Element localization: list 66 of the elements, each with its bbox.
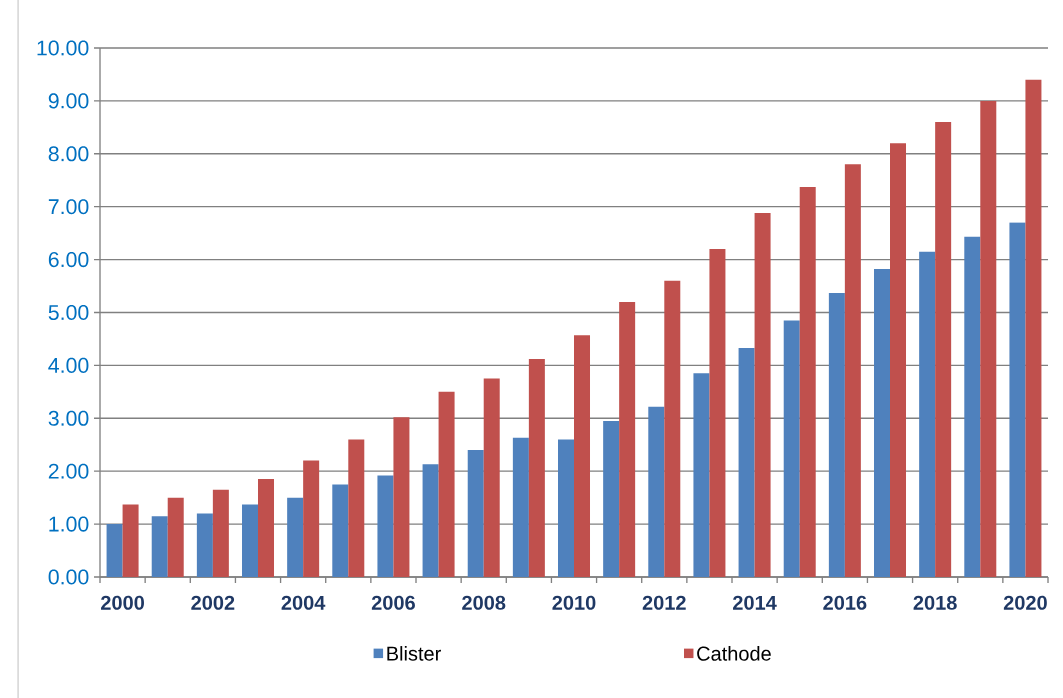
y-tick-label: 8.00 [48,146,89,162]
bar [693,373,710,577]
bar [738,347,755,577]
bar [980,100,997,577]
bar [512,437,529,577]
y-tick-label: 1.00 [49,516,89,532]
bar [574,335,591,577]
bar [964,236,981,577]
y-tick-label: 10.00 [37,40,89,56]
bar [664,280,681,577]
bar [558,439,574,577]
bar [196,513,213,577]
bar [303,460,320,577]
bar [709,249,726,577]
bar [422,464,439,577]
y-tick-label: 0.00 [48,569,89,585]
x-tick-label: 2014 [733,595,777,610]
bar [828,292,845,577]
bar [467,450,484,577]
bar [393,417,410,577]
bar [438,391,455,577]
y-tick-label: 3.00 [48,410,89,426]
x-tick-label: 2018 [913,595,957,610]
legend-label: Blister [387,646,441,661]
bar [332,484,349,577]
x-tick-label: 2008 [462,595,506,610]
y-tick-label: 5.00 [48,304,89,321]
bar [603,420,620,577]
bar [528,359,545,577]
x-tick-label: 2016 [823,595,867,610]
y-tick-label: 6.00 [48,252,89,268]
bar [919,251,936,577]
bar [122,504,139,577]
bar [799,187,816,577]
y-tick-label: 7.00 [48,199,89,215]
x-tick-label: 2006 [371,595,415,610]
x-tick-label: 2010 [552,595,596,610]
bar [377,475,394,577]
bar [242,504,259,577]
x-tick-label: 2000 [101,595,144,610]
y-tick-label: 2.00 [48,463,89,479]
y-tick-label: 4.00 [48,357,89,373]
bar [1025,79,1042,577]
bar [619,301,636,577]
y-tick-label: 9.00 [48,93,89,109]
bar [106,524,123,577]
bar [151,516,168,577]
bar [648,406,665,577]
bar [783,320,800,577]
legend-label: Cathode [697,646,771,661]
bar [287,497,304,577]
bar [212,489,229,577]
bar [483,378,500,577]
x-tick-label: 2012 [642,595,686,610]
bar [935,122,952,577]
bar [890,143,907,577]
bar [348,439,365,577]
x-tick-label: 2020 [1003,595,1047,610]
x-tick-label: 2002 [191,595,235,610]
x-tick-label: 2004 [281,595,326,610]
bar [1009,222,1026,577]
bar [874,269,890,577]
bar [167,497,184,577]
bar [258,479,275,577]
bar [844,164,861,577]
bar [754,213,771,577]
